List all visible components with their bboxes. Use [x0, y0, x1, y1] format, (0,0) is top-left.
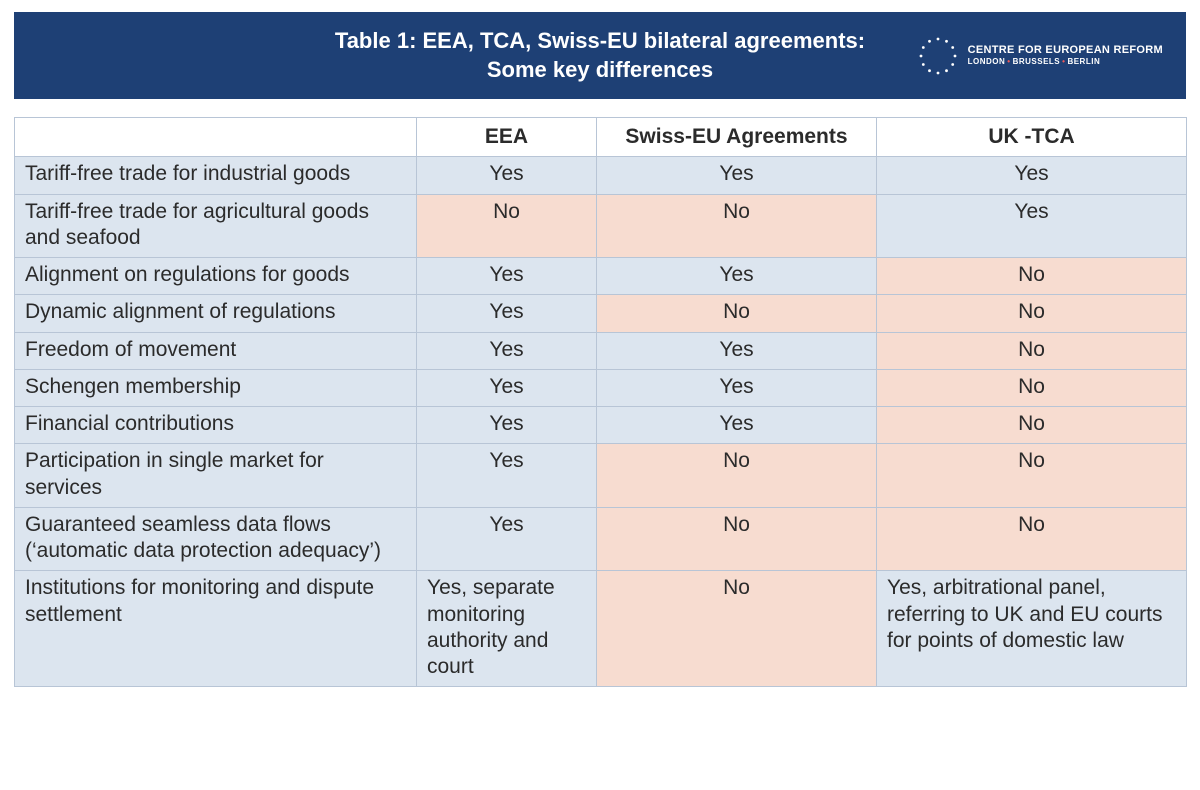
row-label: Dynamic alignment of regulations: [15, 295, 417, 332]
table-row: Institutions for monitoring and dispute …: [15, 571, 1187, 687]
table-body: Tariff-free trade for industrial goodsYe…: [15, 157, 1187, 687]
cell-value: Yes, separate monitoring authority and c…: [417, 571, 597, 687]
cell-value: Yes: [877, 157, 1187, 194]
cell-value: Yes: [417, 258, 597, 295]
table-row: Financial contributionsYesYesNo: [15, 407, 1187, 444]
row-label: Guaranteed seamless data flows (‘automat…: [15, 507, 417, 571]
cell-value: Yes: [417, 507, 597, 571]
table-row: Schengen membershipYesYesNo: [15, 369, 1187, 406]
table-title-line2: Some key differences: [335, 56, 865, 85]
cell-value: No: [877, 295, 1187, 332]
cell-value: No: [597, 444, 877, 508]
table-header-row: EEA Swiss-EU Agreements UK -TCA: [15, 118, 1187, 157]
cell-value: No: [597, 507, 877, 571]
cell-value: Yes: [417, 332, 597, 369]
org-name: CENTRE FOR EUROPEAN REFORM: [968, 45, 1163, 57]
row-label: Institutions for monitoring and dispute …: [15, 571, 417, 687]
cell-value: Yes: [597, 407, 877, 444]
cell-value: Yes: [417, 295, 597, 332]
cell-value: No: [417, 194, 597, 258]
cell-value: No: [597, 571, 877, 687]
org-logo: CENTRE FOR EUROPEAN REFORM LONDON•BRUSSE…: [916, 34, 1163, 78]
col-header-swiss: Swiss-EU Agreements: [597, 118, 877, 157]
cell-value: No: [877, 444, 1187, 508]
row-label: Alignment on regulations for goods: [15, 258, 417, 295]
col-header-blank: [15, 118, 417, 157]
row-label: Financial contributions: [15, 407, 417, 444]
cell-value: Yes: [597, 258, 877, 295]
cell-value: Yes: [417, 157, 597, 194]
cell-value: Yes, arbitrational panel, referring to U…: [877, 571, 1187, 687]
cell-value: Yes: [597, 157, 877, 194]
table-title: Table 1: EEA, TCA, Swiss-EU bilateral ag…: [335, 27, 865, 84]
table-row: Tariff-free trade for agricultural goods…: [15, 194, 1187, 258]
eu-stars-icon: [916, 34, 960, 78]
table-head: EEA Swiss-EU Agreements UK -TCA: [15, 118, 1187, 157]
org-city: BRUSSELS: [1013, 57, 1061, 66]
table-header-banner: Table 1: EEA, TCA, Swiss-EU bilateral ag…: [14, 12, 1186, 99]
page-container: Table 1: EEA, TCA, Swiss-EU bilateral ag…: [0, 0, 1200, 699]
col-header-eea: EEA: [417, 118, 597, 157]
table-title-line1: Table 1: EEA, TCA, Swiss-EU bilateral ag…: [335, 27, 865, 56]
table-row: Tariff-free trade for industrial goodsYe…: [15, 157, 1187, 194]
cell-value: Yes: [417, 444, 597, 508]
cell-value: Yes: [877, 194, 1187, 258]
comparison-table: EEA Swiss-EU Agreements UK -TCA Tariff-f…: [14, 117, 1187, 687]
cell-value: No: [877, 507, 1187, 571]
cell-value: Yes: [417, 407, 597, 444]
org-cities: LONDON•BRUSSELS•BERLIN: [968, 58, 1163, 66]
table-row: Participation in single market for servi…: [15, 444, 1187, 508]
cell-value: No: [877, 369, 1187, 406]
table-row: Dynamic alignment of regulationsYesNoNo: [15, 295, 1187, 332]
cell-value: No: [597, 194, 877, 258]
table-row: Alignment on regulations for goodsYesYes…: [15, 258, 1187, 295]
table-row: Freedom of movementYesYesNo: [15, 332, 1187, 369]
cell-value: Yes: [417, 369, 597, 406]
cell-value: No: [877, 258, 1187, 295]
org-city: LONDON: [968, 57, 1006, 66]
cell-value: Yes: [597, 369, 877, 406]
table-row: Guaranteed seamless data flows (‘automat…: [15, 507, 1187, 571]
cell-value: No: [877, 407, 1187, 444]
row-label: Tariff-free trade for industrial goods: [15, 157, 417, 194]
cell-value: No: [877, 332, 1187, 369]
row-label: Freedom of movement: [15, 332, 417, 369]
row-label: Tariff-free trade for agricultural goods…: [15, 194, 417, 258]
org-city: BERLIN: [1067, 57, 1100, 66]
cell-value: No: [597, 295, 877, 332]
cell-value: Yes: [597, 332, 877, 369]
row-label: Schengen membership: [15, 369, 417, 406]
header-spacer: [14, 99, 1186, 117]
row-label: Participation in single market for servi…: [15, 444, 417, 508]
org-logo-text: CENTRE FOR EUROPEAN REFORM LONDON•BRUSSE…: [968, 45, 1163, 67]
col-header-uktca: UK -TCA: [877, 118, 1187, 157]
